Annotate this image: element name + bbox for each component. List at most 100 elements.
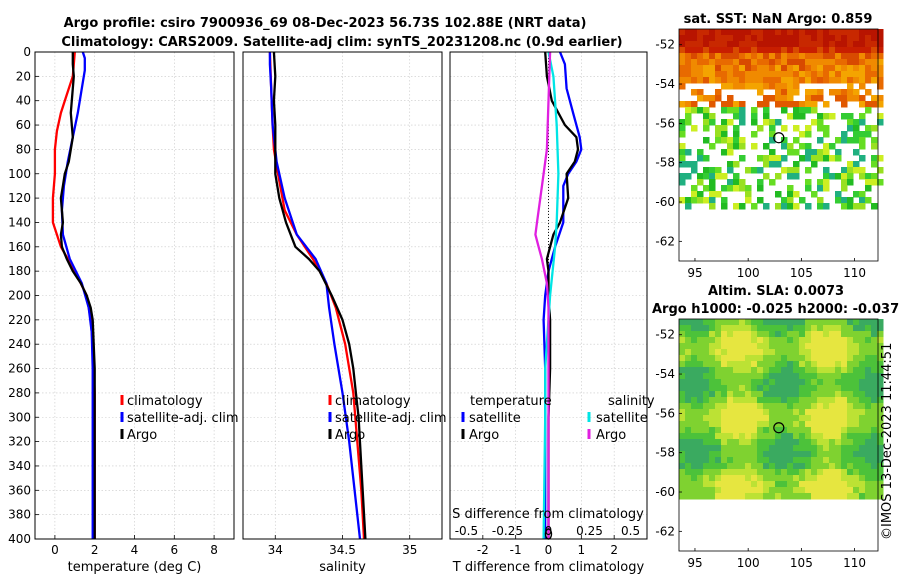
map-cell xyxy=(853,493,860,500)
map-cell xyxy=(823,409,830,416)
map-cell xyxy=(775,367,782,374)
sst-map-title: sat. SST: NaN Argo: 0.859 xyxy=(684,12,873,27)
map-y-tick-label: -58 xyxy=(655,156,675,170)
map-cell xyxy=(763,427,770,434)
map-cell xyxy=(709,35,716,42)
map-cell xyxy=(781,203,788,210)
map-cell xyxy=(721,59,728,66)
map-cell xyxy=(763,203,770,210)
map-cell xyxy=(757,493,764,500)
map-cell xyxy=(787,325,794,332)
map-cell xyxy=(781,409,788,416)
map-cell xyxy=(775,35,782,42)
map-cell xyxy=(781,59,788,66)
map-cell xyxy=(691,469,698,476)
map-cell xyxy=(769,155,776,162)
map-cell xyxy=(769,487,776,494)
map-cell xyxy=(733,29,740,36)
map-cell xyxy=(727,385,734,392)
map-cell xyxy=(769,457,776,464)
map-cell xyxy=(757,487,764,494)
map-cell xyxy=(733,433,740,440)
map-cell xyxy=(853,397,860,404)
map-cell xyxy=(787,65,794,72)
map-cell xyxy=(703,113,710,120)
map-cell xyxy=(745,451,752,458)
map-cell xyxy=(853,349,860,356)
map-cell xyxy=(739,325,746,332)
map-cell xyxy=(733,161,740,168)
map-cell xyxy=(721,391,728,398)
y-tick-label: 260 xyxy=(8,362,31,376)
map-cell xyxy=(859,457,866,464)
map-cell xyxy=(865,325,872,332)
map-cell xyxy=(763,113,770,120)
map-cell xyxy=(853,131,860,138)
map-cell xyxy=(811,487,818,494)
map-cell xyxy=(769,493,776,500)
map-cell xyxy=(835,173,842,180)
map-cell xyxy=(775,427,782,434)
map-cell xyxy=(781,325,788,332)
map-cell xyxy=(793,409,800,416)
map-cell xyxy=(733,77,740,84)
map-cell xyxy=(817,113,824,120)
map-cell xyxy=(853,149,860,156)
map-cell xyxy=(733,391,740,398)
map-cell xyxy=(805,331,812,338)
map-cell xyxy=(793,71,800,78)
map-cell xyxy=(691,337,698,344)
map-cell xyxy=(853,41,860,48)
map-cell xyxy=(769,119,776,126)
map-cell xyxy=(817,331,824,338)
map-cell xyxy=(715,77,722,84)
map-cell xyxy=(805,415,812,422)
map-cell xyxy=(745,403,752,410)
map-cell xyxy=(811,77,818,84)
map-cell xyxy=(751,29,758,36)
map-cell xyxy=(697,469,704,476)
map-cell xyxy=(757,325,764,332)
map-cell xyxy=(841,113,848,120)
map-cell xyxy=(835,457,842,464)
map-cell xyxy=(775,373,782,380)
map-cell xyxy=(715,89,722,96)
map-cell xyxy=(763,493,770,500)
map-cell xyxy=(709,481,716,488)
map-cell xyxy=(823,439,830,446)
map-cell xyxy=(751,77,758,84)
map-cell xyxy=(775,155,782,162)
map-cell xyxy=(793,113,800,120)
map-cell xyxy=(805,451,812,458)
map-cell xyxy=(865,373,872,380)
map-cell xyxy=(769,463,776,470)
map-cell xyxy=(703,487,710,494)
map-cell xyxy=(721,101,728,108)
map-cell xyxy=(709,367,716,374)
map-cell xyxy=(865,89,872,96)
map-cell xyxy=(757,361,764,368)
map-cell xyxy=(805,155,812,162)
map-cell xyxy=(769,385,776,392)
map-cell xyxy=(853,391,860,398)
map-cell xyxy=(733,445,740,452)
map-cell xyxy=(781,433,788,440)
map-cell xyxy=(697,35,704,42)
map-cell xyxy=(715,391,722,398)
map-cell xyxy=(679,319,686,326)
map-cell xyxy=(775,463,782,470)
map-cell xyxy=(757,385,764,392)
map-cell xyxy=(715,331,722,338)
map-cell xyxy=(799,439,806,446)
map-cell xyxy=(877,385,884,392)
map-cell xyxy=(817,445,824,452)
map-cell xyxy=(811,331,818,338)
map-cell xyxy=(685,319,692,326)
map-cell xyxy=(751,427,758,434)
map-cell xyxy=(697,445,704,452)
map-cell xyxy=(775,379,782,386)
map-cell xyxy=(811,65,818,72)
map-cell xyxy=(787,379,794,386)
map-cell xyxy=(877,397,884,404)
map-cell xyxy=(745,457,752,464)
